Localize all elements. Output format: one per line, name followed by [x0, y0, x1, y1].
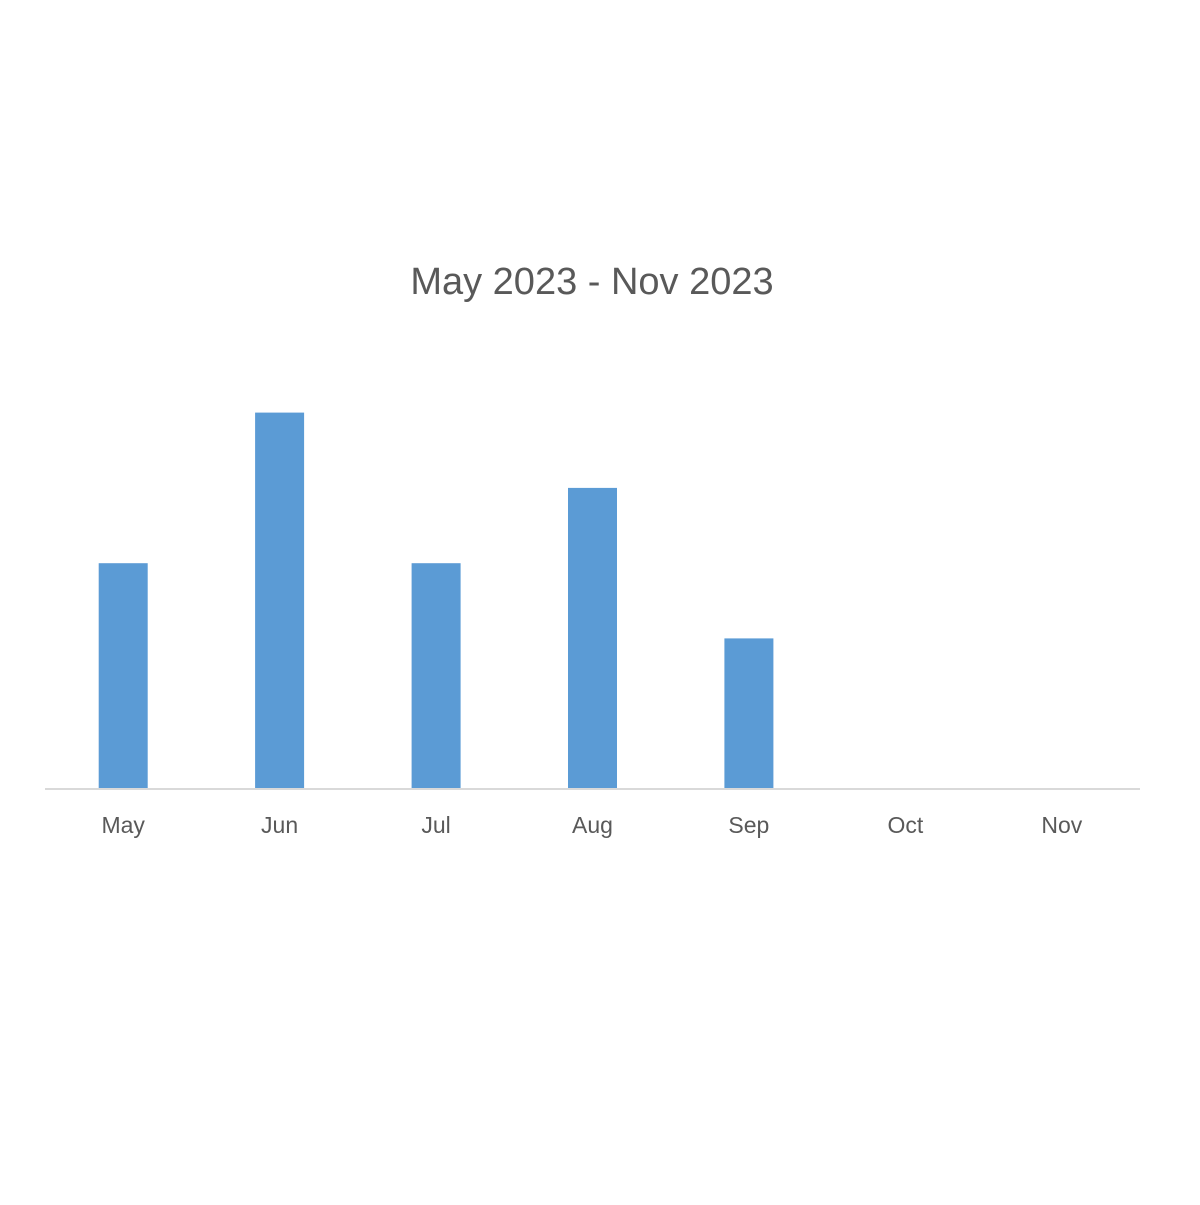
bar-may — [98, 563, 148, 789]
bar-aug — [568, 487, 617, 789]
x-tick-label-nov: Nov — [1041, 812, 1082, 838]
x-tick-label-aug: Aug — [572, 812, 613, 838]
chart-title: May 2023 - Nov 2023 — [410, 261, 773, 303]
bar-sep — [724, 638, 774, 789]
x-tick-labels: May Jun Jul Aug Sep Oct Nov — [101, 812, 1082, 838]
bar-jun — [255, 412, 305, 789]
x-tick-label-jul: Jul — [421, 812, 450, 838]
bars-group — [98, 412, 774, 789]
bar-jul — [411, 563, 461, 789]
x-tick-label-sep: Sep — [728, 812, 769, 838]
x-tick-label-oct: Oct — [888, 812, 924, 838]
x-tick-label-jun: Jun — [261, 812, 298, 838]
x-tick-label-may: May — [101, 812, 145, 838]
